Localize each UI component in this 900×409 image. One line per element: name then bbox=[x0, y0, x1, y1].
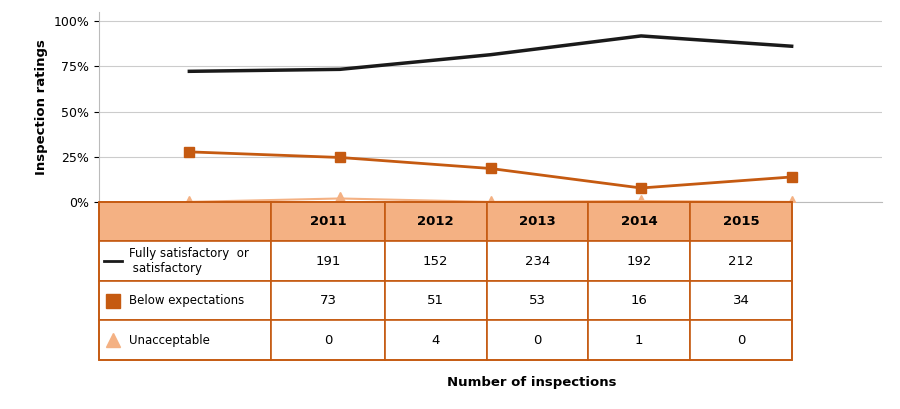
Text: 53: 53 bbox=[529, 294, 546, 307]
Y-axis label: Inspection ratings: Inspection ratings bbox=[35, 39, 48, 175]
Bar bbox=[271, 320, 385, 360]
Text: 51: 51 bbox=[428, 294, 445, 307]
Bar bbox=[99, 202, 792, 360]
Bar bbox=[690, 281, 792, 320]
Bar bbox=[99, 281, 271, 320]
Text: 2014: 2014 bbox=[621, 215, 658, 228]
Text: 152: 152 bbox=[423, 255, 448, 267]
Text: 16: 16 bbox=[631, 294, 648, 307]
Text: 2013: 2013 bbox=[519, 215, 556, 228]
Text: 192: 192 bbox=[626, 255, 652, 267]
Bar bbox=[690, 320, 792, 360]
Text: 234: 234 bbox=[525, 255, 550, 267]
Bar bbox=[589, 320, 690, 360]
Bar bbox=[271, 241, 385, 281]
Bar bbox=[487, 320, 589, 360]
Text: 0: 0 bbox=[737, 334, 745, 347]
Text: 2012: 2012 bbox=[418, 215, 454, 228]
Bar bbox=[690, 202, 792, 241]
Text: 2015: 2015 bbox=[723, 215, 760, 228]
Text: 4: 4 bbox=[431, 334, 440, 347]
Bar bbox=[385, 241, 487, 281]
Bar bbox=[487, 241, 589, 281]
Bar bbox=[271, 202, 385, 241]
Bar bbox=[99, 202, 271, 241]
Bar bbox=[385, 281, 487, 320]
Bar bbox=[99, 320, 271, 360]
Bar bbox=[487, 281, 589, 320]
Text: 0: 0 bbox=[534, 334, 542, 347]
Bar bbox=[385, 320, 487, 360]
Text: Number of inspections: Number of inspections bbox=[447, 376, 616, 389]
Text: Fully satisfactory  or
 satisfactory: Fully satisfactory or satisfactory bbox=[129, 247, 248, 275]
Text: 34: 34 bbox=[733, 294, 750, 307]
Text: 212: 212 bbox=[728, 255, 754, 267]
Bar bbox=[385, 202, 487, 241]
Bar bbox=[271, 281, 385, 320]
Bar bbox=[99, 241, 271, 281]
Bar bbox=[487, 202, 589, 241]
Bar bbox=[690, 241, 792, 281]
Text: 0: 0 bbox=[324, 334, 332, 347]
Bar bbox=[589, 281, 690, 320]
Text: Unacceptable: Unacceptable bbox=[129, 334, 210, 347]
Bar bbox=[589, 202, 690, 241]
Text: Below expectations: Below expectations bbox=[129, 294, 244, 307]
Text: 191: 191 bbox=[315, 255, 341, 267]
Text: 73: 73 bbox=[320, 294, 337, 307]
Text: 2011: 2011 bbox=[310, 215, 346, 228]
Bar bbox=[589, 241, 690, 281]
Text: 1: 1 bbox=[635, 334, 644, 347]
